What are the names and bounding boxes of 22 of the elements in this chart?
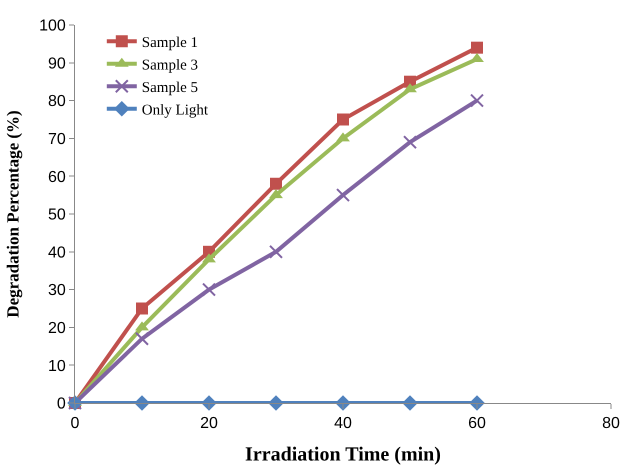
- legend-label: Sample 1: [142, 35, 198, 52]
- x-axis-title: Irradiation Time (min): [245, 444, 441, 466]
- x-tick-label: 80: [602, 415, 620, 432]
- y-tick-label: 50: [48, 206, 66, 224]
- legend-label: Sample 5: [142, 80, 198, 96]
- y-tick-label: 90: [48, 55, 66, 72]
- x-tick-label: 20: [200, 415, 218, 432]
- y-tick-label: 60: [48, 168, 66, 186]
- y-tick-label: 70: [48, 131, 66, 148]
- legend-label: Sample 3: [142, 58, 198, 74]
- y-tick-label: 40: [48, 244, 66, 262]
- y-tick-label: 20: [48, 320, 66, 337]
- x-tick-label: 0: [70, 415, 80, 432]
- legend-label: Only Light: [142, 102, 209, 119]
- y-tick-label: 80: [48, 93, 66, 110]
- x-tick-label: 60: [468, 415, 486, 432]
- y-tick-label: 100: [39, 18, 66, 35]
- y-tick-label: 0: [56, 396, 66, 413]
- x-tick-label: 40: [334, 415, 352, 432]
- y-axis-title: Degradation Percentage (%): [4, 110, 23, 318]
- y-tick-label: 10: [48, 358, 66, 375]
- y-tick-label: 30: [48, 282, 66, 300]
